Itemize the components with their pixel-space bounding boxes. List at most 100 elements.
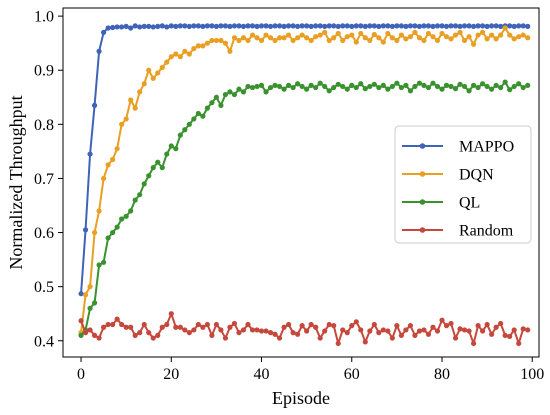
series-random xyxy=(78,311,531,347)
data-point-mappo xyxy=(385,23,391,29)
data-point-mappo xyxy=(295,23,301,29)
data-point-random xyxy=(249,327,256,333)
data-point-ql xyxy=(150,165,156,171)
data-point-ql xyxy=(182,127,188,133)
data-point-ql xyxy=(326,88,332,94)
data-point-ql xyxy=(258,82,265,88)
data-point-dqn xyxy=(209,37,215,44)
data-point-random xyxy=(110,321,116,328)
series-dqn xyxy=(78,25,531,336)
data-point-ql xyxy=(299,83,305,90)
data-point-dqn xyxy=(101,175,107,182)
x-tick-label: 0 xyxy=(77,366,85,383)
y-tick-label: 1.0 xyxy=(34,9,54,26)
data-point-dqn xyxy=(227,48,233,54)
data-point-mappo xyxy=(358,23,364,29)
data-point-dqn xyxy=(295,35,301,41)
data-point-ql xyxy=(213,94,219,100)
y-tick-label: 0.9 xyxy=(34,63,54,80)
data-point-ql xyxy=(231,91,238,98)
data-point-ql xyxy=(87,305,93,311)
data-point-dqn xyxy=(394,37,400,44)
data-point-random xyxy=(367,328,373,334)
data-point-random xyxy=(281,324,287,330)
data-point-mappo xyxy=(258,23,265,29)
data-point-dqn xyxy=(525,35,531,41)
data-point-ql xyxy=(285,82,292,88)
data-point-mappo xyxy=(137,24,143,30)
data-point-mappo xyxy=(218,23,224,29)
data-point-mappo xyxy=(322,23,328,29)
data-point-dqn xyxy=(105,162,111,168)
data-point-dqn xyxy=(132,105,138,111)
data-point-mappo xyxy=(331,23,337,29)
data-point-random xyxy=(489,331,495,337)
data-point-random xyxy=(398,332,404,338)
data-point-dqn xyxy=(398,32,404,38)
data-point-mappo xyxy=(376,23,382,29)
data-point-ql xyxy=(362,86,368,92)
data-point-dqn xyxy=(87,284,93,290)
data-point-dqn xyxy=(349,32,355,38)
data-point-random xyxy=(137,330,143,336)
data-point-dqn xyxy=(353,39,359,45)
data-point-dqn xyxy=(407,34,414,40)
data-point-mappo xyxy=(195,23,201,29)
legend-item-mappo: MAPPO xyxy=(402,139,514,156)
data-point-mappo xyxy=(209,23,215,29)
data-point-random xyxy=(439,317,445,323)
data-point-dqn xyxy=(308,37,314,44)
data-point-random xyxy=(91,332,98,338)
data-point-mappo xyxy=(326,23,332,29)
data-point-ql xyxy=(101,259,107,265)
data-point-ql xyxy=(222,91,229,98)
data-point-ql xyxy=(159,165,165,171)
series-layer xyxy=(78,23,531,347)
data-point-ql xyxy=(186,121,192,127)
data-point-mappo xyxy=(240,23,247,29)
data-point-dqn xyxy=(416,35,423,41)
data-point-mappo xyxy=(236,23,242,29)
data-point-dqn xyxy=(448,36,454,42)
legend-label: DQN xyxy=(459,167,494,184)
data-point-dqn xyxy=(222,40,229,46)
data-point-dqn xyxy=(434,37,441,44)
data-point-random xyxy=(461,327,468,333)
data-point-ql xyxy=(335,81,341,87)
data-point-mappo xyxy=(272,23,278,29)
data-point-ql xyxy=(484,83,490,90)
data-point-ql xyxy=(164,151,170,157)
data-point-mappo xyxy=(168,23,174,29)
data-point-random xyxy=(96,335,102,341)
data-point-dqn xyxy=(186,51,192,57)
data-point-dqn xyxy=(326,37,332,44)
data-point-mappo xyxy=(511,23,517,29)
data-point-ql xyxy=(520,84,526,91)
data-point-random xyxy=(105,321,111,328)
data-point-dqn xyxy=(344,34,350,40)
data-point-random xyxy=(525,327,531,333)
data-point-ql xyxy=(344,86,350,92)
data-point-dqn xyxy=(466,34,472,40)
data-point-random xyxy=(213,321,219,328)
data-point-dqn xyxy=(249,32,256,38)
data-point-random xyxy=(452,335,459,341)
data-point-ql xyxy=(245,83,251,90)
x-tick-label: 60 xyxy=(344,366,360,383)
data-point-mappo xyxy=(412,23,418,29)
data-point-mappo xyxy=(110,24,116,31)
data-point-random xyxy=(502,332,508,338)
data-point-ql xyxy=(91,300,98,306)
data-point-mappo xyxy=(281,23,287,29)
data-point-dqn xyxy=(150,75,156,81)
data-point-random xyxy=(267,330,274,336)
data-point-ql xyxy=(511,83,517,90)
data-point-ql xyxy=(380,82,386,88)
data-point-dqn xyxy=(389,35,395,41)
data-point-random xyxy=(326,321,332,328)
data-point-mappo xyxy=(480,23,486,29)
data-point-random xyxy=(132,332,138,338)
data-point-mappo xyxy=(114,24,120,30)
data-point-dqn xyxy=(317,32,323,38)
data-point-random xyxy=(195,321,201,328)
